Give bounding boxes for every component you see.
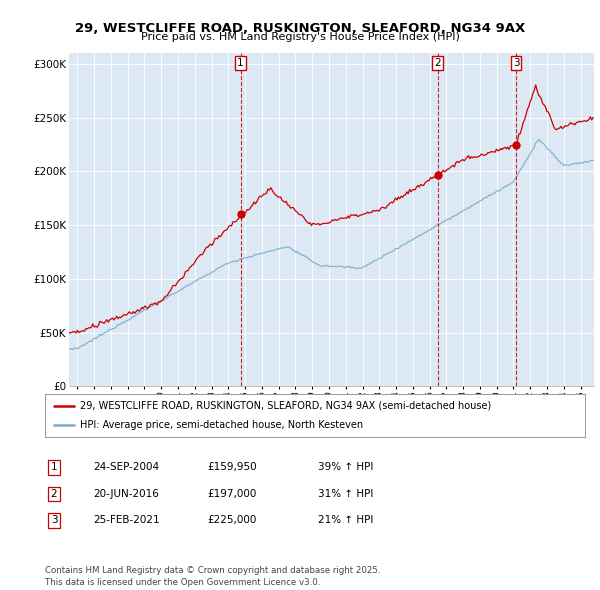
Text: 1: 1 — [50, 463, 58, 472]
Text: £225,000: £225,000 — [207, 516, 256, 525]
Text: HPI: Average price, semi-detached house, North Kesteven: HPI: Average price, semi-detached house,… — [80, 420, 363, 430]
Text: Contains HM Land Registry data © Crown copyright and database right 2025.
This d: Contains HM Land Registry data © Crown c… — [45, 566, 380, 587]
Text: £159,950: £159,950 — [207, 463, 257, 472]
Text: 2: 2 — [434, 58, 441, 68]
Text: 29, WESTCLIFFE ROAD, RUSKINGTON, SLEAFORD, NG34 9AX (semi-detached house): 29, WESTCLIFFE ROAD, RUSKINGTON, SLEAFOR… — [80, 401, 491, 411]
Text: 29, WESTCLIFFE ROAD, RUSKINGTON, SLEAFORD, NG34 9AX: 29, WESTCLIFFE ROAD, RUSKINGTON, SLEAFOR… — [75, 22, 525, 35]
Text: 1: 1 — [237, 58, 244, 68]
Text: 25-FEB-2021: 25-FEB-2021 — [93, 516, 160, 525]
Text: 24-SEP-2004: 24-SEP-2004 — [93, 463, 159, 472]
Text: 20-JUN-2016: 20-JUN-2016 — [93, 489, 159, 499]
Text: Price paid vs. HM Land Registry's House Price Index (HPI): Price paid vs. HM Land Registry's House … — [140, 32, 460, 42]
Text: 3: 3 — [50, 516, 58, 525]
Text: 21% ↑ HPI: 21% ↑ HPI — [318, 516, 373, 525]
Text: 2: 2 — [50, 489, 58, 499]
Text: 31% ↑ HPI: 31% ↑ HPI — [318, 489, 373, 499]
Text: 39% ↑ HPI: 39% ↑ HPI — [318, 463, 373, 472]
Text: £197,000: £197,000 — [207, 489, 256, 499]
Text: 3: 3 — [512, 58, 520, 68]
